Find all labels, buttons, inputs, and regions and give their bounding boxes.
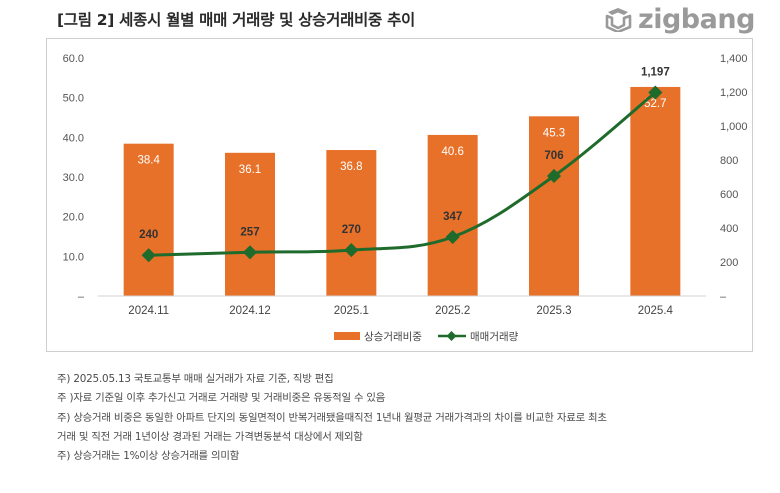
right-tick-label: 1,000: [720, 121, 748, 133]
left-tick-label: 10.0: [63, 251, 84, 263]
zigbang-logo: zigbang: [604, 2, 755, 36]
x-tick-label: 2024.12: [229, 305, 271, 317]
left-tick-label: 20.0: [63, 212, 84, 224]
x-tick-label: 2025.4: [638, 305, 674, 317]
legend-line-marker: [446, 331, 457, 341]
right-tick-label: 200: [720, 257, 738, 269]
right-tick-label: 1,400: [720, 53, 748, 65]
line-point-marker: [648, 85, 663, 100]
right-tick-label: –: [720, 291, 727, 303]
bar-value-label: 38.4: [137, 155, 160, 167]
line-point-marker: [242, 245, 258, 260]
trade-volume-line: [148, 91, 657, 257]
legend-bar-swatch: [334, 332, 360, 340]
right-tick-label: 400: [720, 223, 738, 235]
left-axis: – 10.0 20.0 30.0 40.0 50.0 60.0: [63, 53, 85, 303]
right-tick-label: 600: [720, 189, 738, 201]
legend-line-label: 매매거래량: [470, 331, 519, 343]
bar-value-label: 40.6: [441, 146, 463, 158]
line-value-label: 347: [443, 211, 462, 223]
footnote: 주) 2025.05.13 국토교통부 매매 실거래가 자료 기준, 직방 편집: [57, 373, 334, 385]
line-point-marker: [546, 168, 562, 184]
legend: 상승거래비중 매매거래량: [334, 331, 519, 343]
line-labels: 240 257 270 347 706 1,197: [139, 67, 670, 242]
bar: [427, 134, 478, 296]
left-tick-label: 50.0: [63, 93, 84, 105]
bar-value-label: 36.8: [340, 161, 362, 173]
line-value-label: 270: [342, 224, 361, 236]
bar-value-label: 36.1: [239, 164, 261, 176]
x-tick-label: 2025.3: [536, 305, 571, 317]
right-tick-label: 1,200: [720, 87, 748, 99]
footnote: 주) 상승거래는 1%이상 상승거래를 의미함: [57, 450, 240, 463]
x-tick-label: 2024.11: [128, 305, 169, 317]
left-tick-label: 40.0: [63, 132, 84, 144]
footnote: 주) 상승거래 비중은 동일한 아파트 단지의 동일면적이 반복거래됐을때직전 …: [57, 411, 607, 424]
bar-value-label: 52.7: [644, 98, 666, 110]
bars-series: [123, 86, 681, 296]
line-value-label: 240: [139, 229, 158, 241]
line-value-label: 706: [544, 150, 563, 162]
footnote: 주 )자료 기준일 이후 추가신고 거래로 거래량 및 거래비중은 유동적일 수…: [57, 392, 386, 405]
x-axis: 2024.11 2024.12 2025.1 2025.2 2025.3 2025.4: [98, 295, 706, 317]
bar-value-label: 45.3: [543, 127, 565, 139]
legend-bar-label: 상승거래비중: [364, 331, 422, 343]
footnotes: 주) 2025.05.13 국토교통부 매매 실거래가 자료 기준, 직방 편집…: [57, 370, 607, 466]
left-tick-label: 60.0: [63, 53, 84, 65]
right-tick-label: 800: [720, 155, 738, 167]
bar: [529, 116, 579, 296]
zigbang-logo-icon: [605, 8, 632, 32]
bar: [326, 150, 377, 296]
right-axis: – 200 400 600 800 1,000 1,200 1,400: [720, 53, 748, 303]
bar-labels: 38.4 36.1 36.8 40.6 45.3 52.7: [137, 98, 666, 176]
line-point-marker: [141, 248, 156, 263]
chart-title: [그림 2] 세종시 월별 매매 거래량 및 상승거래비중 추이: [57, 11, 415, 29]
line-series: [141, 85, 663, 263]
line-point-marker: [445, 229, 460, 245]
line-value-label: 1,197: [641, 67, 670, 79]
left-tick-label: 30.0: [63, 172, 84, 184]
bar: [630, 86, 681, 296]
logo-text: zigbang: [638, 3, 755, 35]
x-tick-label: 2025.2: [435, 305, 470, 317]
left-tick-label: –: [78, 291, 85, 303]
x-tick-label: 2025.1: [334, 305, 369, 317]
chart-frame: [46, 38, 753, 352]
line-value-label: 257: [240, 226, 259, 238]
bar: [123, 143, 174, 296]
bar: [225, 152, 275, 296]
footnote: 거래 및 직전 거래 1년이상 경과된 거래는 가격변동분석 대상에서 제외함: [57, 430, 363, 443]
line-point-marker: [344, 243, 359, 258]
